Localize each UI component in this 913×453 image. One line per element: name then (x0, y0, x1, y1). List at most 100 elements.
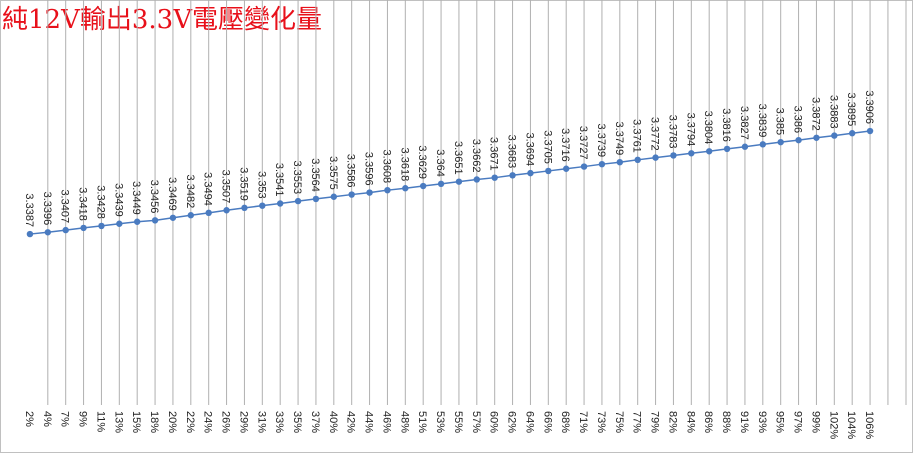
data-label: 3.3671 (488, 137, 500, 171)
data-point (491, 174, 498, 181)
data-label: 3.3575 (327, 156, 339, 190)
data-label: 3.3456 (148, 180, 160, 214)
data-label: 3.3816 (720, 108, 732, 142)
data-label: 3.385 (774, 108, 786, 136)
data-point (545, 167, 552, 175)
data-label: 3.3794 (684, 113, 696, 147)
data-label: 3.3519 (237, 167, 249, 201)
data-point (223, 207, 230, 214)
data-point (616, 158, 624, 166)
x-tick-label: 37% (309, 411, 321, 433)
data-label: 3.3469 (166, 177, 178, 211)
x-tick-label: 66% (541, 411, 553, 433)
data-point (151, 217, 159, 224)
x-tick-label: 104% (845, 411, 857, 439)
data-label: 3.364 (434, 149, 446, 177)
x-tick-label: 71% (577, 411, 589, 433)
data-point (312, 195, 320, 203)
x-tick-label: 13% (112, 411, 124, 433)
x-tick-label: 9% (77, 411, 89, 427)
data-point (831, 132, 838, 139)
data-label: 3.3541 (273, 163, 285, 197)
x-tick-label: 15% (130, 411, 142, 433)
data-point (205, 209, 212, 217)
data-point (759, 141, 767, 148)
data-label: 3.3683 (506, 135, 518, 169)
data-point (80, 224, 87, 232)
data-point (634, 156, 641, 164)
x-tick-label: 84% (684, 411, 696, 433)
data-label: 3.3883 (827, 95, 839, 129)
data-point (62, 226, 69, 234)
x-tick-label: 102% (827, 411, 839, 439)
data-label: 3.3651 (452, 141, 464, 175)
data-point (598, 160, 606, 168)
data-label: 3.3839 (756, 104, 768, 138)
data-label: 3.3761 (631, 119, 643, 153)
x-tick-label: 55% (452, 411, 464, 433)
data-label: 3.3629 (416, 145, 428, 179)
data-point (384, 186, 391, 194)
data-label: 3.3396 (41, 192, 53, 226)
data-label: 3.3553 (291, 160, 303, 194)
data-point (562, 165, 570, 172)
data-point (705, 148, 713, 155)
data-point (580, 163, 588, 170)
x-tick-label: 79% (649, 411, 661, 433)
x-tick-label: 99% (809, 411, 821, 433)
data-point (294, 197, 302, 205)
data-point (419, 182, 427, 190)
x-tick-label: 88% (720, 411, 732, 433)
data-label: 3.3906 (863, 90, 875, 124)
x-tick-label: 73% (595, 411, 607, 433)
x-tick-label: 95% (774, 411, 786, 433)
x-tick-label: 2% (23, 411, 35, 427)
data-point (741, 143, 749, 150)
chart-title: 純12V輸出3.3V電壓變化量 (2, 5, 322, 35)
x-tick-label: 91% (738, 411, 750, 433)
data-label: 3.3507 (220, 170, 232, 204)
x-tick-label: 26% (220, 411, 232, 433)
x-tick-label: 48% (398, 411, 410, 433)
data-label: 3.3827 (738, 106, 750, 140)
x-tick-label: 51% (416, 411, 428, 433)
data-label: 3.3804 (702, 111, 714, 145)
data-point (473, 176, 481, 183)
x-tick-label: 44% (363, 411, 375, 433)
data-point (116, 220, 123, 227)
data-point (688, 150, 695, 157)
data-label: 3.3387 (23, 193, 35, 227)
x-tick-label: 18% (148, 411, 160, 433)
data-label: 3.3418 (77, 187, 89, 221)
data-label: 3.3586 (345, 154, 357, 188)
x-tick-label: 82% (666, 411, 678, 433)
data-point (169, 214, 177, 221)
data-label: 3.3494 (202, 172, 214, 206)
data-label: 3.3482 (184, 175, 196, 209)
data-label: 3.3618 (398, 148, 410, 182)
x-tick-label: 7% (59, 411, 71, 427)
data-label: 3.3662 (470, 139, 482, 173)
data-point (187, 212, 195, 219)
data-point (723, 145, 731, 153)
x-tick-label: 68% (559, 411, 571, 433)
x-tick-label: 29% (237, 411, 249, 433)
x-tick-label: 40% (327, 411, 339, 433)
data-label: 3.353 (255, 171, 267, 199)
data-label: 3.3428 (94, 185, 106, 219)
x-tick-label: 20% (166, 411, 178, 433)
data-point (437, 180, 445, 188)
x-tick-label: 86% (702, 411, 714, 433)
data-point (848, 130, 856, 137)
data-point (509, 172, 516, 179)
data-point (402, 185, 409, 192)
data-label: 3.3872 (809, 97, 821, 131)
data-label: 3.3449 (130, 181, 142, 215)
data-label: 3.3596 (363, 152, 375, 186)
x-tick-label: 33% (273, 411, 285, 433)
data-point (777, 138, 784, 146)
data-point (527, 169, 534, 177)
data-label: 3.3705 (541, 130, 553, 164)
